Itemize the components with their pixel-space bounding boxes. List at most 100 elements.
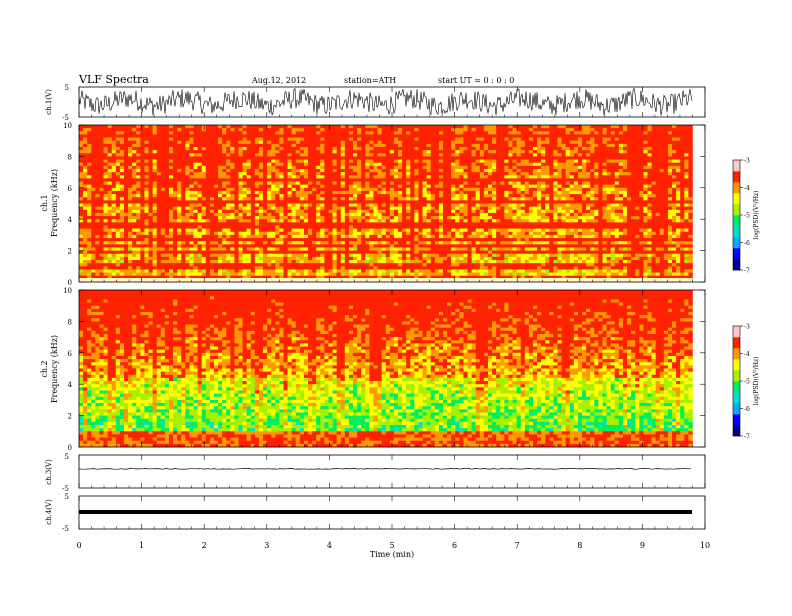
spectrogram-cell [119, 197, 125, 201]
spectrogram-cell [254, 181, 260, 185]
spectrogram-cell [267, 209, 272, 214]
spectrogram-cell [99, 234, 104, 239]
spectrogram-cell [119, 178, 125, 182]
spectrogram-cell [201, 131, 207, 135]
spectrogram-cell [357, 150, 362, 154]
spectrogram-cell [402, 256, 407, 261]
spectrogram-cell [406, 184, 411, 189]
spectrogram-cell [471, 200, 477, 204]
spectrogram-cell [357, 247, 362, 251]
spectrogram-cell [426, 143, 432, 148]
spectrogram-cell [475, 165, 481, 170]
spectrogram-cell [287, 150, 292, 154]
spectrogram-cell [271, 206, 276, 211]
spectrogram-cell [455, 272, 460, 277]
spectrogram-cell [91, 187, 96, 192]
spectrogram-cell [177, 134, 182, 138]
spectrogram-cell [201, 190, 207, 195]
spectrogram-cell [263, 212, 268, 217]
spectrogram-cell [95, 272, 100, 277]
spectrogram-cell [275, 234, 280, 239]
spectrogram-cell [263, 260, 268, 264]
spectrogram-cell [471, 150, 477, 154]
spectrogram-cell [152, 266, 158, 270]
spectrogram-cell [459, 172, 464, 176]
spectrogram-cell [393, 172, 399, 176]
spectrogram-cell [83, 275, 88, 280]
spectrogram-cell [189, 146, 194, 151]
spectrogram-cell [275, 200, 280, 204]
spectrogram-cell [95, 190, 100, 195]
spectrogram-cell [373, 260, 378, 264]
spectrogram-cell [115, 134, 121, 138]
spectrogram-cell [332, 206, 337, 211]
spectrogram-cell [226, 181, 231, 185]
spectrogram-cell [156, 203, 162, 207]
spectrogram-cell [115, 156, 121, 160]
spectrogram-cell [164, 187, 170, 192]
spectrogram-cell [389, 190, 395, 195]
spectrogram-cell [348, 272, 354, 277]
spectrogram-cell [275, 228, 280, 233]
spectrogram-cell [136, 197, 141, 201]
spectrogram-cell [443, 162, 448, 167]
spectrogram-cell [402, 159, 407, 163]
spectrogram-cell [226, 131, 231, 135]
spectrogram-cell [381, 197, 387, 201]
spectrogram-cell [348, 234, 354, 239]
spectrogram-cell [209, 190, 215, 195]
spectrogram-cell [369, 175, 374, 179]
spectrogram-cell [385, 203, 391, 207]
spectrogram-cell [164, 156, 170, 160]
spectrogram-cell [471, 143, 477, 148]
spectrogram-cell [451, 244, 456, 248]
spectrogram-cell [463, 256, 468, 261]
spectrogram-cell [459, 272, 464, 277]
spectrogram-cell [283, 260, 288, 264]
spectrogram-cell [275, 244, 280, 248]
spectrogram-cell [95, 256, 100, 261]
spectrogram-cell [201, 247, 207, 251]
spectrogram-cell [213, 241, 219, 245]
spectrogram-cell [95, 172, 100, 176]
spectrogram-cell [443, 228, 448, 233]
spectrogram-cell [426, 247, 432, 251]
spectrogram-cell [369, 238, 374, 242]
spectrogram-cell [226, 228, 231, 233]
spectrogram-cell [279, 131, 284, 135]
spectrogram-cell [479, 162, 485, 167]
spectrogram-cell [344, 260, 350, 264]
spectrogram-cell [140, 190, 145, 195]
spectrogram-cell [152, 162, 158, 167]
spectrogram-cell [258, 168, 264, 173]
spectrogram-cell [357, 272, 362, 277]
spectrogram-cell [291, 275, 297, 280]
spectrogram-cell [181, 228, 186, 233]
spectrogram-cell [373, 231, 378, 236]
spectrogram-cell [291, 125, 297, 129]
spectrogram-cell [312, 125, 317, 129]
spectrogram-cell [430, 241, 436, 245]
spectrogram-cell [303, 206, 309, 211]
spectrogram-cell [197, 275, 202, 280]
spectrogram-cell [128, 184, 133, 189]
spectrogram-cell [99, 200, 104, 204]
spectrogram-cell [316, 266, 321, 270]
spectrogram-cell [132, 203, 137, 207]
spectrogram-cell [287, 184, 292, 189]
spectrogram-cell [263, 194, 268, 198]
spectrogram-cell [123, 238, 129, 242]
spectrogram-cell [459, 209, 464, 214]
spectrogram-cell [279, 197, 284, 201]
spectrogram-cell [213, 216, 219, 220]
spectrogram-cell [79, 190, 84, 195]
spectrogram-cell [299, 212, 305, 217]
spectrogram-cell [312, 156, 317, 160]
spectrogram-cell [475, 197, 481, 201]
spectrogram-cell [332, 184, 337, 189]
spectrogram-cell [209, 219, 215, 223]
spectrogram-cell [209, 194, 215, 198]
spectrogram-cell [144, 209, 149, 214]
spectrogram-cell [361, 219, 366, 223]
spectrogram-cell [111, 247, 117, 251]
